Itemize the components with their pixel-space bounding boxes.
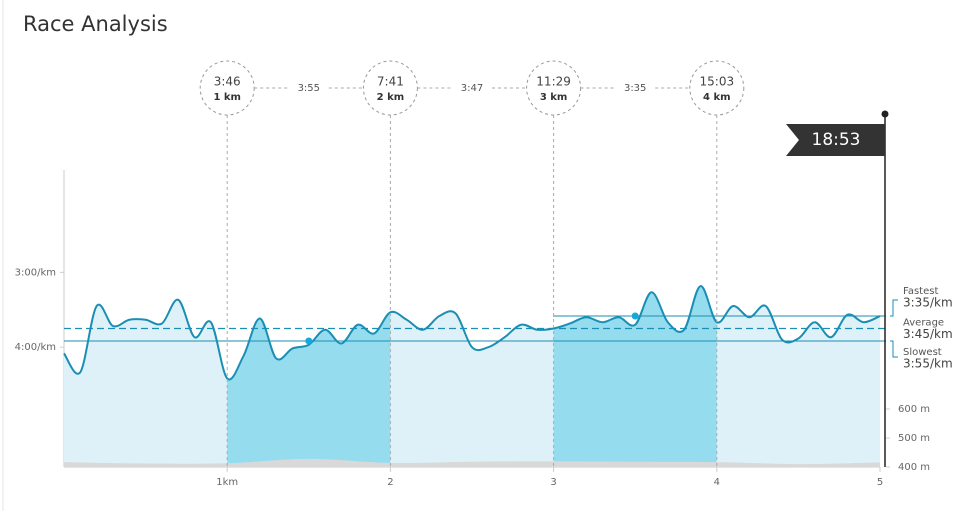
reference-label: Average (903, 317, 944, 328)
split-time: 15:03 (700, 75, 735, 89)
finish-banner (786, 124, 885, 156)
reference-label: Slowest (903, 347, 942, 358)
y-tick-label: 3:00/km (15, 267, 56, 278)
km-band (64, 286, 228, 467)
chart-title: Race Analysis (23, 12, 168, 36)
x-tick-label: 3 (550, 477, 556, 488)
reference-value: 3:35/km (903, 296, 953, 310)
split-distance: 3 km (540, 92, 568, 103)
y2-tick-label: 500 m (898, 433, 930, 444)
pace-point (631, 312, 639, 320)
reference-value: 3:45/km (903, 327, 953, 341)
reference-label: Fastest (903, 286, 938, 297)
split-pace: 3:35 (624, 83, 646, 94)
x-tick-label: 1km (216, 477, 238, 488)
split-time: 11:29 (536, 75, 571, 89)
reference-value: 3:55/km (903, 356, 953, 370)
x-tick-label: 4 (714, 477, 720, 488)
pace-point (305, 337, 313, 345)
bracket (890, 299, 898, 317)
km-band (227, 286, 391, 467)
split-time: 7:41 (377, 75, 404, 89)
y2-tick-label: 600 m (898, 404, 930, 415)
split-circle (689, 60, 745, 116)
km-band (390, 286, 554, 467)
split-pace: 3:55 (298, 83, 320, 94)
split-pace: 3:47 (461, 83, 483, 94)
split-distance: 1 km (213, 92, 241, 103)
y2-tick-label: 400 m (898, 462, 930, 473)
elevation-area (64, 458, 880, 467)
bracket (890, 340, 898, 358)
x-tick-label: 2 (387, 477, 393, 488)
y-tick-label: 4:00/km (15, 342, 56, 353)
x-tick-label: 5 (877, 477, 883, 488)
split-time: 3:46 (214, 75, 241, 89)
finish-time: 18:53 (812, 130, 861, 150)
split-distance: 2 km (377, 92, 405, 103)
split-distance: 4 km (703, 92, 731, 103)
pace-line (63, 285, 881, 381)
finish-dot (881, 110, 889, 118)
